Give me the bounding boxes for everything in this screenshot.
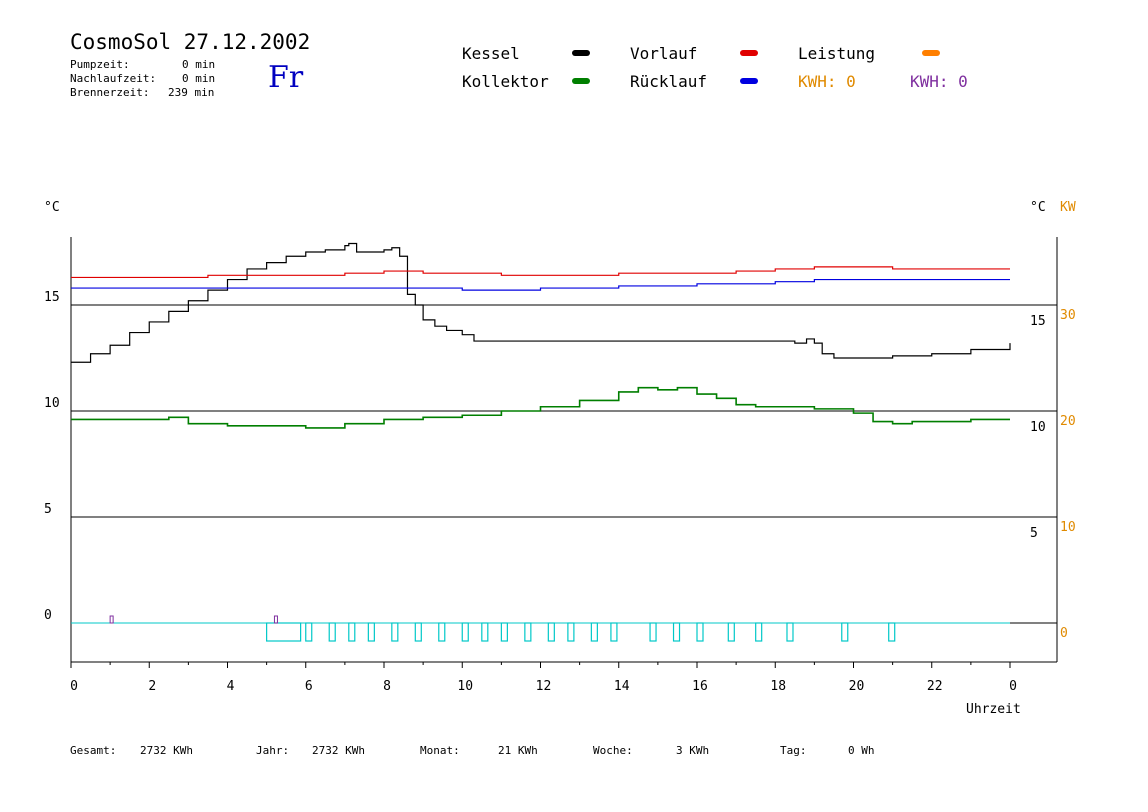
pump-pulse [567,622,575,642]
pump-pulse [547,622,555,642]
pump-pulse [672,622,681,642]
y-right-tick-label: 5 [1030,526,1038,541]
pump-pulse [414,622,422,642]
stat-nachlaufzeit-label: Nachlaufzeit: [70,72,157,85]
legend-vorlauf-label: Vorlauf [630,44,698,63]
legend-kollektor-label: Kollektor [462,72,549,91]
pump-pulse [590,622,598,642]
x-tick-label: 4 [227,679,235,694]
legend-kwh-purple: KWH: 0 [910,72,968,91]
y-left-tick-label: 15 [44,290,60,305]
footer-gesamt-value: 2732 KWh [140,744,193,757]
pump-pulse [500,622,508,642]
legend-kollektor-swatch [572,78,590,84]
footer-woche-label: Woche: [593,744,633,757]
pump-pulse [348,622,356,642]
x-tick-label: 22 [927,679,943,694]
x-tick-label: 10 [457,679,473,694]
stat-nachlaufzeit-value: 0 min [182,72,216,85]
stat-pumpzeit-value: 0 min [182,58,216,71]
y-right-tick-label: 15 [1030,314,1046,329]
legend-vorlauf-swatch [740,50,758,56]
pump-pulse [649,622,657,642]
footer-gesamt-label: Gesamt: [70,744,117,757]
pump-pulse [524,622,532,642]
y-right-kw-tick-label: 30 [1060,308,1076,323]
footer-monat-label: Monat: [420,744,460,757]
day-of-week: Fr [268,60,304,95]
footer-monat-value: 21 KWh [498,744,538,757]
pump-pulse [328,622,336,642]
x-tick-label: 12 [536,679,552,694]
legend-kessel-label: Kessel [462,44,520,63]
footer-jahr-value: 2732 KWh [312,744,365,757]
purple-mark [273,615,278,624]
pump-pulse [367,622,375,642]
pump-pulse [481,622,489,642]
series-vorlauf [71,266,1010,279]
pump-pulse [305,622,313,642]
right-axis-unit-kw: KW [1060,200,1076,215]
pump-pulse [266,622,302,642]
pump-pulse [888,622,896,642]
legend-kessel-swatch [572,50,590,56]
y-left-tick-label: 0 [44,608,52,623]
y-right-kw-tick-label: 20 [1060,414,1076,429]
chart-title: CosmoSol 27.12.2002 [70,30,311,54]
footer-tag-value: 0 Wh [848,744,875,757]
y-left-tick-label: 10 [44,396,60,411]
x-tick-label: 14 [614,679,630,694]
pump-pulse [786,622,794,642]
footer-tag-label: Tag: [780,744,807,757]
series-kollektor [71,386,1010,429]
pump-pulse [755,622,763,642]
y-right-kw-tick-label: 0 [1060,626,1068,641]
x-tick-label: 16 [692,679,708,694]
x-tick-label: 18 [770,679,786,694]
x-tick-label: 2 [148,679,156,694]
purple-mark [109,615,114,624]
pump-pulse [727,622,735,642]
legend-ruecklauf-label: Rücklauf [630,72,708,91]
pump-pulse [610,622,618,642]
legend-leistung-label: Leistung [798,44,876,63]
pump-pulse [841,622,849,642]
legend-kwh-orange: KWH: 0 [798,72,856,91]
x-tick-label: 0 [70,679,78,694]
y-right-kw-tick-label: 10 [1060,520,1076,535]
x-tick-label: 8 [383,679,391,694]
stat-brennerzeit-label: Brennerzeit: [70,86,150,99]
pump-pulse [391,622,399,642]
x-tick-label: 20 [849,679,865,694]
pump-pulse [461,622,469,642]
stat-pumpzeit-label: Pumpzeit: [70,58,130,71]
footer-woche-value: 3 KWh [676,744,710,757]
pump-pulse [438,622,446,642]
x-tick-label: 6 [305,679,313,694]
series-ruecklauf [71,278,1010,291]
footer-jahr-label: Jahr: [256,744,290,757]
legend-ruecklauf-swatch [740,78,758,84]
legend-leistung-swatch [922,50,940,56]
stat-brennerzeit-value: 239 min [168,86,215,99]
y-left-tick-label: 5 [44,502,52,517]
left-axis-unit: °C [44,200,60,215]
right-axis-unit: °C [1030,200,1046,215]
series-kessel [71,242,1011,363]
x-axis-label: Uhrzeit [966,702,1021,717]
x-tick-label: 0 [1009,679,1017,694]
pump-pulse [696,622,704,642]
y-right-tick-label: 10 [1030,420,1046,435]
